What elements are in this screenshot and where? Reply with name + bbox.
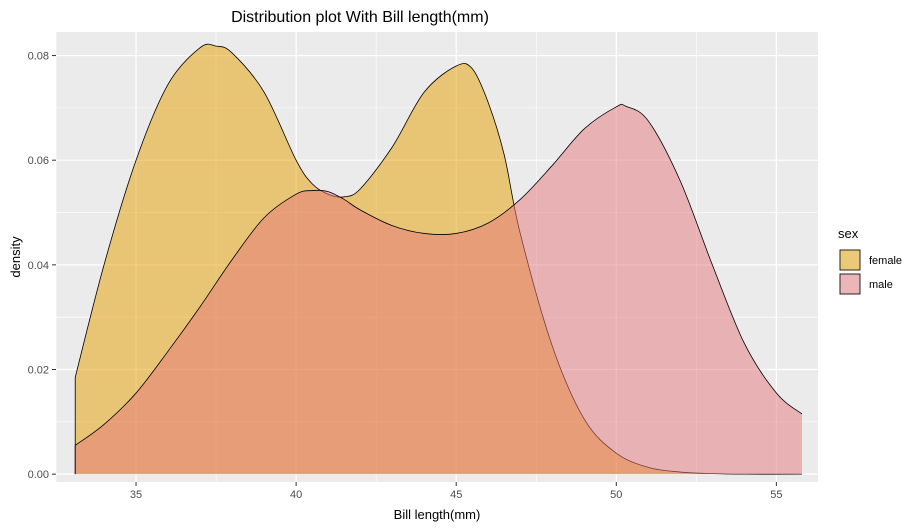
x-tick-label: 40 xyxy=(290,489,302,501)
x-tick-label: 35 xyxy=(130,489,142,501)
legend-label-female: female xyxy=(869,255,902,267)
legend: sex female male xyxy=(838,226,902,295)
y-axis-tick-labels: 0.00 0.02 0.04 0.06 0.08 xyxy=(28,51,49,482)
legend-swatch-male xyxy=(839,273,861,295)
legend-swatch-female xyxy=(839,249,861,271)
x-tick-label: 45 xyxy=(450,489,462,501)
density-line-male xyxy=(74,103,803,475)
x-tick-label: 55 xyxy=(770,489,782,501)
chart-title: Distribution plot With Bill length(mm) xyxy=(231,9,489,26)
x-axis-tick-labels: 35 40 45 50 55 xyxy=(130,489,783,501)
y-tick-label: 0.04 xyxy=(28,260,49,272)
y-axis-title: density xyxy=(8,236,23,278)
density-areas xyxy=(74,43,803,475)
x-tick-label: 50 xyxy=(610,489,622,501)
legend-label-male: male xyxy=(869,279,893,291)
y-tick-label: 0.06 xyxy=(28,155,49,167)
y-tick-label: 0.02 xyxy=(28,365,49,377)
legend-entries: female male xyxy=(839,249,902,295)
y-tick-label: 0.00 xyxy=(28,469,49,481)
density-area-male xyxy=(75,104,802,475)
x-axis-title: Bill length(mm) xyxy=(394,507,481,522)
axis-ticks xyxy=(52,55,777,486)
y-tick-label: 0.08 xyxy=(28,51,49,63)
legend-title: sex xyxy=(838,226,859,241)
